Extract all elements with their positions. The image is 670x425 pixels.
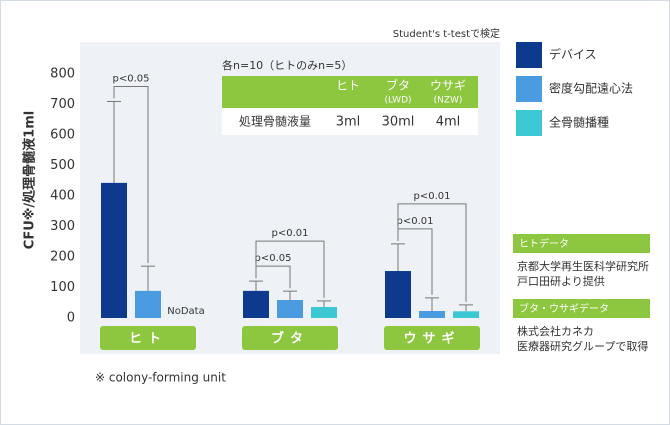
- category-box: [242, 326, 338, 350]
- legend-label: 密度勾配遠心法: [549, 81, 633, 96]
- legend-swatch: [516, 76, 542, 102]
- table-header-bg: [222, 76, 478, 108]
- test-note: Student's t-testで検定: [393, 27, 500, 40]
- significance-bracket: [113, 85, 149, 264]
- y-tick-label: 400: [50, 189, 75, 204]
- table-subheader: (LWD): [384, 96, 411, 106]
- note-title: ブタ・ウサギデータ: [519, 302, 609, 315]
- row-label: 処理骨髄液量: [239, 114, 311, 129]
- note-line: 医療器研究グループで取得: [517, 339, 648, 353]
- legend-swatch: [516, 42, 542, 68]
- bar: [277, 300, 303, 318]
- note-title: ヒトデータ: [519, 237, 569, 250]
- y-axis-label: CFU※/処理骨髄液1ml: [22, 111, 38, 249]
- x-tick-label: ヒト: [129, 332, 167, 347]
- significance-label: p<0.01: [397, 216, 434, 227]
- note-header: [513, 299, 650, 318]
- category-box: [100, 326, 196, 350]
- note-line: 戸口田研より提供: [517, 274, 605, 288]
- note-line: 京都大学再生医科学研究所: [517, 259, 649, 273]
- y-tick-label: 800: [50, 67, 75, 82]
- table-cell: 3ml: [336, 115, 361, 130]
- bar: [311, 307, 337, 318]
- note-header: [513, 234, 650, 253]
- footnote: ※ colony-forming unit: [95, 371, 226, 385]
- table-header: ブタ: [386, 78, 410, 93]
- significance-bracket: [397, 203, 467, 302]
- significance-bracket: [255, 240, 325, 298]
- significance-label: p<0.05: [113, 73, 150, 84]
- table-caption: 各n=10（ヒトのみn=5）: [222, 58, 352, 72]
- y-tick-label: 100: [50, 280, 75, 295]
- bar: [385, 271, 411, 318]
- category-box: [384, 326, 480, 350]
- bar: [135, 290, 161, 318]
- table-subheader: (NZW): [434, 96, 463, 106]
- table-row-bg: [222, 108, 478, 135]
- table-header: ウサギ: [430, 79, 466, 93]
- note-line: 株式会社カネカ: [517, 324, 594, 338]
- table: 各n=10（ヒトのみn=5） 処理骨髄液量: [222, 58, 478, 135]
- y-tick-label: 500: [50, 158, 75, 173]
- legend-label: デバイス: [549, 47, 597, 62]
- y-tick-label: 300: [50, 219, 75, 234]
- y-tick-label: 200: [50, 250, 75, 265]
- legend-swatch: [516, 110, 542, 136]
- y-tick-label: 0: [67, 311, 75, 326]
- y-tick-label: 600: [50, 128, 75, 143]
- y-tick-label: 700: [50, 97, 75, 112]
- value-label: NoData: [167, 306, 204, 317]
- bar: [419, 310, 445, 318]
- significance-label: p<0.01: [414, 191, 451, 202]
- bar: [243, 290, 269, 318]
- significance-label: p<0.01: [272, 228, 309, 239]
- bar: [101, 182, 127, 318]
- table-header: ヒト: [336, 79, 360, 93]
- legend-label: 全骨髄播種: [549, 115, 609, 130]
- x-tick-label: ウサギ: [403, 331, 460, 347]
- table-cell: 4ml: [436, 115, 461, 130]
- table-cell: 30ml: [382, 115, 415, 130]
- bar: [453, 311, 479, 318]
- significance-label: p<0.05: [255, 253, 292, 264]
- x-tick-label: ブタ: [271, 331, 309, 347]
